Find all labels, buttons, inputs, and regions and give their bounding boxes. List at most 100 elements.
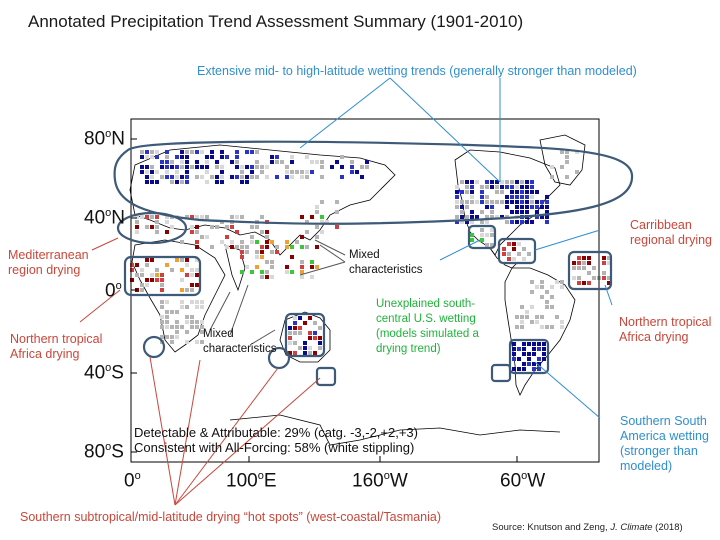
grid-cell bbox=[155, 230, 159, 234]
grid-cell bbox=[150, 170, 154, 174]
grid-cell bbox=[340, 175, 344, 179]
grid-cell bbox=[205, 155, 209, 159]
grid-cell bbox=[270, 250, 274, 254]
coast-greenland bbox=[539, 134, 586, 186]
grid-cell bbox=[185, 258, 189, 262]
grid-cell bbox=[150, 215, 154, 219]
grid-cell bbox=[165, 220, 169, 224]
grid-cell bbox=[335, 200, 339, 204]
grid-cell bbox=[185, 320, 189, 324]
grid-cell bbox=[515, 210, 519, 214]
grid-cell bbox=[200, 340, 204, 344]
grid-cell bbox=[155, 215, 159, 219]
grid-cell bbox=[525, 310, 529, 314]
outline-n-trop-africa-right bbox=[567, 250, 613, 291]
grid-cell bbox=[577, 281, 581, 285]
grid-cell bbox=[315, 160, 319, 164]
grid-cell bbox=[460, 210, 464, 214]
grid-cell bbox=[520, 210, 524, 214]
grid-cell bbox=[495, 190, 499, 194]
grid-cell bbox=[455, 190, 459, 194]
grid-cell bbox=[485, 233, 489, 237]
grid-cell bbox=[365, 160, 369, 164]
grid-cell bbox=[530, 280, 534, 284]
grid-cell bbox=[195, 240, 199, 244]
grid-cell bbox=[530, 320, 534, 324]
grid-cell bbox=[195, 245, 199, 249]
grid-cell bbox=[545, 195, 549, 199]
grid-cell bbox=[160, 283, 164, 287]
grid-cell bbox=[280, 160, 284, 164]
grid-cell bbox=[200, 305, 204, 309]
annotation-s-america: Southern South America wetting (stronger… bbox=[620, 414, 709, 473]
grid-cell bbox=[587, 261, 591, 265]
grid-cell bbox=[185, 340, 189, 344]
grid-cell bbox=[235, 155, 239, 159]
grid-cell bbox=[490, 185, 494, 189]
grid-cell bbox=[490, 233, 494, 237]
grid-cell bbox=[527, 362, 531, 366]
grid-cell bbox=[475, 180, 479, 184]
grid-cell bbox=[160, 305, 164, 309]
grid-cell bbox=[180, 240, 184, 244]
grid-cell bbox=[530, 180, 534, 184]
grid-cell bbox=[530, 185, 534, 189]
grid-cell bbox=[215, 160, 219, 164]
outline-caribbean bbox=[497, 237, 537, 265]
coast-central-america bbox=[489, 247, 519, 269]
grid-cell bbox=[527, 352, 531, 356]
grid-cell bbox=[160, 300, 164, 304]
grid-cell bbox=[175, 320, 179, 324]
grid-cell bbox=[530, 305, 534, 309]
annotation-arrows bbox=[299, 77, 613, 419]
grid-cell bbox=[535, 210, 539, 214]
grid-cell bbox=[290, 270, 294, 274]
grid-cell bbox=[607, 261, 611, 265]
grid-cell bbox=[165, 165, 169, 169]
grid-cell bbox=[288, 351, 292, 355]
grid-cell bbox=[318, 336, 322, 340]
grid-cell bbox=[225, 155, 229, 159]
grid-cell bbox=[230, 175, 234, 179]
grid-cell bbox=[560, 320, 564, 324]
grid-cell bbox=[195, 160, 199, 164]
grid-cell bbox=[512, 367, 516, 371]
grid-cell bbox=[293, 321, 297, 325]
grid-cell bbox=[298, 316, 302, 320]
grid-cell bbox=[288, 341, 292, 345]
grid-cell bbox=[305, 230, 309, 234]
grid-cell bbox=[180, 175, 184, 179]
grid-cell bbox=[240, 240, 244, 244]
grid-cell bbox=[525, 195, 529, 199]
grid-cell bbox=[565, 160, 569, 164]
grid-cell bbox=[545, 290, 549, 294]
grid-cell bbox=[265, 240, 269, 244]
grid-cell bbox=[515, 185, 519, 189]
grid-cell bbox=[480, 233, 484, 237]
grid-cell bbox=[572, 276, 576, 280]
grid-cell bbox=[577, 266, 581, 270]
grid-cell bbox=[200, 175, 204, 179]
grid-cell bbox=[245, 150, 249, 154]
grid-cell bbox=[180, 268, 184, 272]
grid-cell bbox=[195, 258, 199, 262]
grid-cell bbox=[145, 263, 149, 267]
grid-cell bbox=[185, 155, 189, 159]
grid-cell bbox=[265, 275, 269, 279]
grid-cell bbox=[240, 250, 244, 254]
grid-cell bbox=[360, 165, 364, 169]
grid-cell bbox=[520, 320, 524, 324]
grid-cell bbox=[505, 205, 509, 209]
lon-label-60w: 60oW bbox=[500, 470, 546, 492]
grid-cell bbox=[465, 205, 469, 209]
grid-cell bbox=[235, 165, 239, 169]
lat-label-80n: 80oN bbox=[84, 128, 125, 150]
grid-cell bbox=[290, 245, 294, 249]
grid-cell bbox=[522, 347, 526, 351]
grid-cell bbox=[527, 357, 531, 361]
grid-cell bbox=[505, 195, 509, 199]
grid-cell bbox=[520, 180, 524, 184]
grid-cell bbox=[200, 150, 204, 154]
grid-cell bbox=[145, 215, 149, 219]
grid-cell bbox=[180, 300, 184, 304]
